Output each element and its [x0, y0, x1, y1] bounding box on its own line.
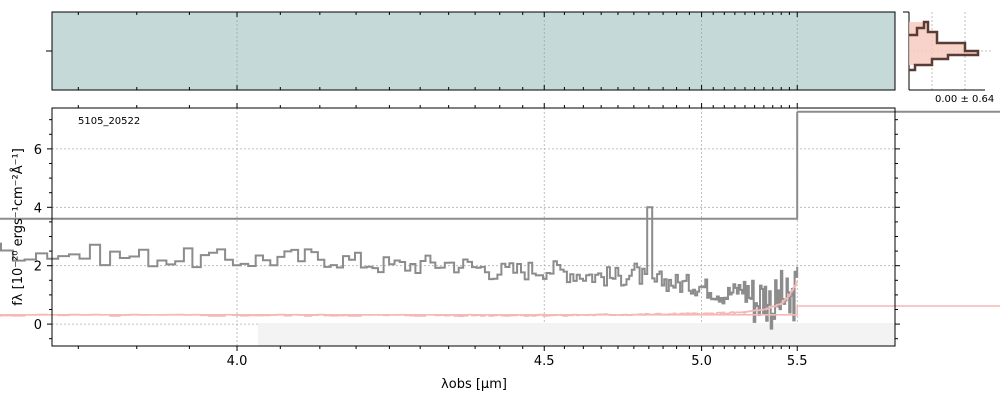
y-axis-label: fλ [10⁻²⁰ ergs⁻¹cm⁻²Å⁻¹] [10, 148, 26, 306]
profile-histogram [909, 20, 980, 72]
y-tick-label: 6 [34, 143, 42, 158]
x-axis-ticks: 0.71.01.52.02.53.03.54.04.55.05.5 [77, 12, 808, 369]
x-tick-label: 5.5 [787, 354, 808, 369]
y-axis-ticks: 0 2 4 6 [34, 119, 900, 340]
x-axis-label: λobs [μm] [441, 377, 507, 392]
spectrum-2d-grid [236, 12, 798, 90]
spectrum-2d-background [52, 12, 895, 90]
profile-annotation: 0.00 ± 0.64 [935, 94, 994, 105]
spectrum-1d-frame [51, 107, 896, 347]
spectrum-2d-panel [46, 11, 896, 91]
shaded-region [258, 323, 895, 346]
x-tick-label: 4.0 [227, 354, 248, 369]
object-label: 5105_20522 [78, 116, 140, 127]
profile-panel: 0.00 ± 0.64 [903, 11, 994, 105]
y-tick-label: 0 [34, 318, 42, 333]
y-tick-label: 4 [34, 201, 42, 216]
x-tick-label: 5.0 [691, 354, 712, 369]
x-tick-label: 4.5 [534, 354, 555, 369]
y-tick-label: 2 [34, 260, 42, 275]
